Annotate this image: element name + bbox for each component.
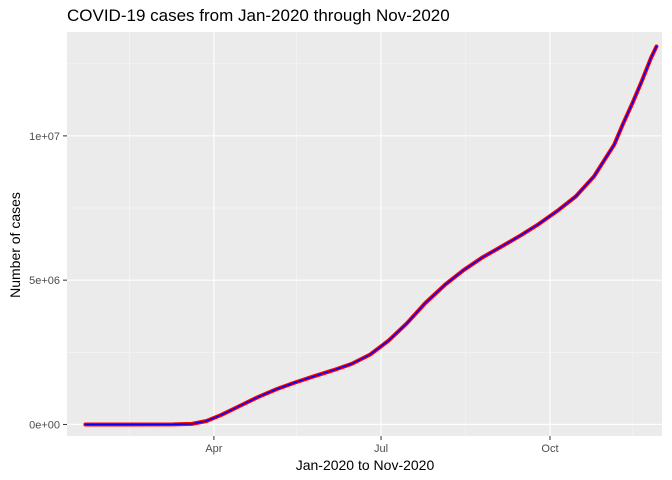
y-tick-label: 0e+00	[29, 419, 60, 431]
series-layer	[83, 44, 659, 427]
series-line	[84, 45, 658, 426]
minor-gridlines	[67, 32, 662, 436]
x-axis-ticks: Apr Jul Oct	[205, 436, 559, 455]
x-tick-label: Jul	[374, 443, 388, 455]
y-axis-title: Number of cases	[7, 192, 23, 298]
y-tick-label: 1e+07	[29, 131, 60, 143]
y-axis-ticks: 0e+00 5e+06 1e+07	[29, 131, 67, 431]
x-tick-label: Apr	[205, 443, 222, 455]
plot-panel	[67, 32, 662, 436]
x-axis-title: Jan-2020 to Nov-2020	[296, 457, 435, 473]
x-tick-label: Oct	[541, 443, 558, 455]
chart-title: COVID-19 cases from Jan-2020 through Nov…	[67, 6, 450, 25]
y-tick-label: 5e+06	[29, 275, 60, 287]
